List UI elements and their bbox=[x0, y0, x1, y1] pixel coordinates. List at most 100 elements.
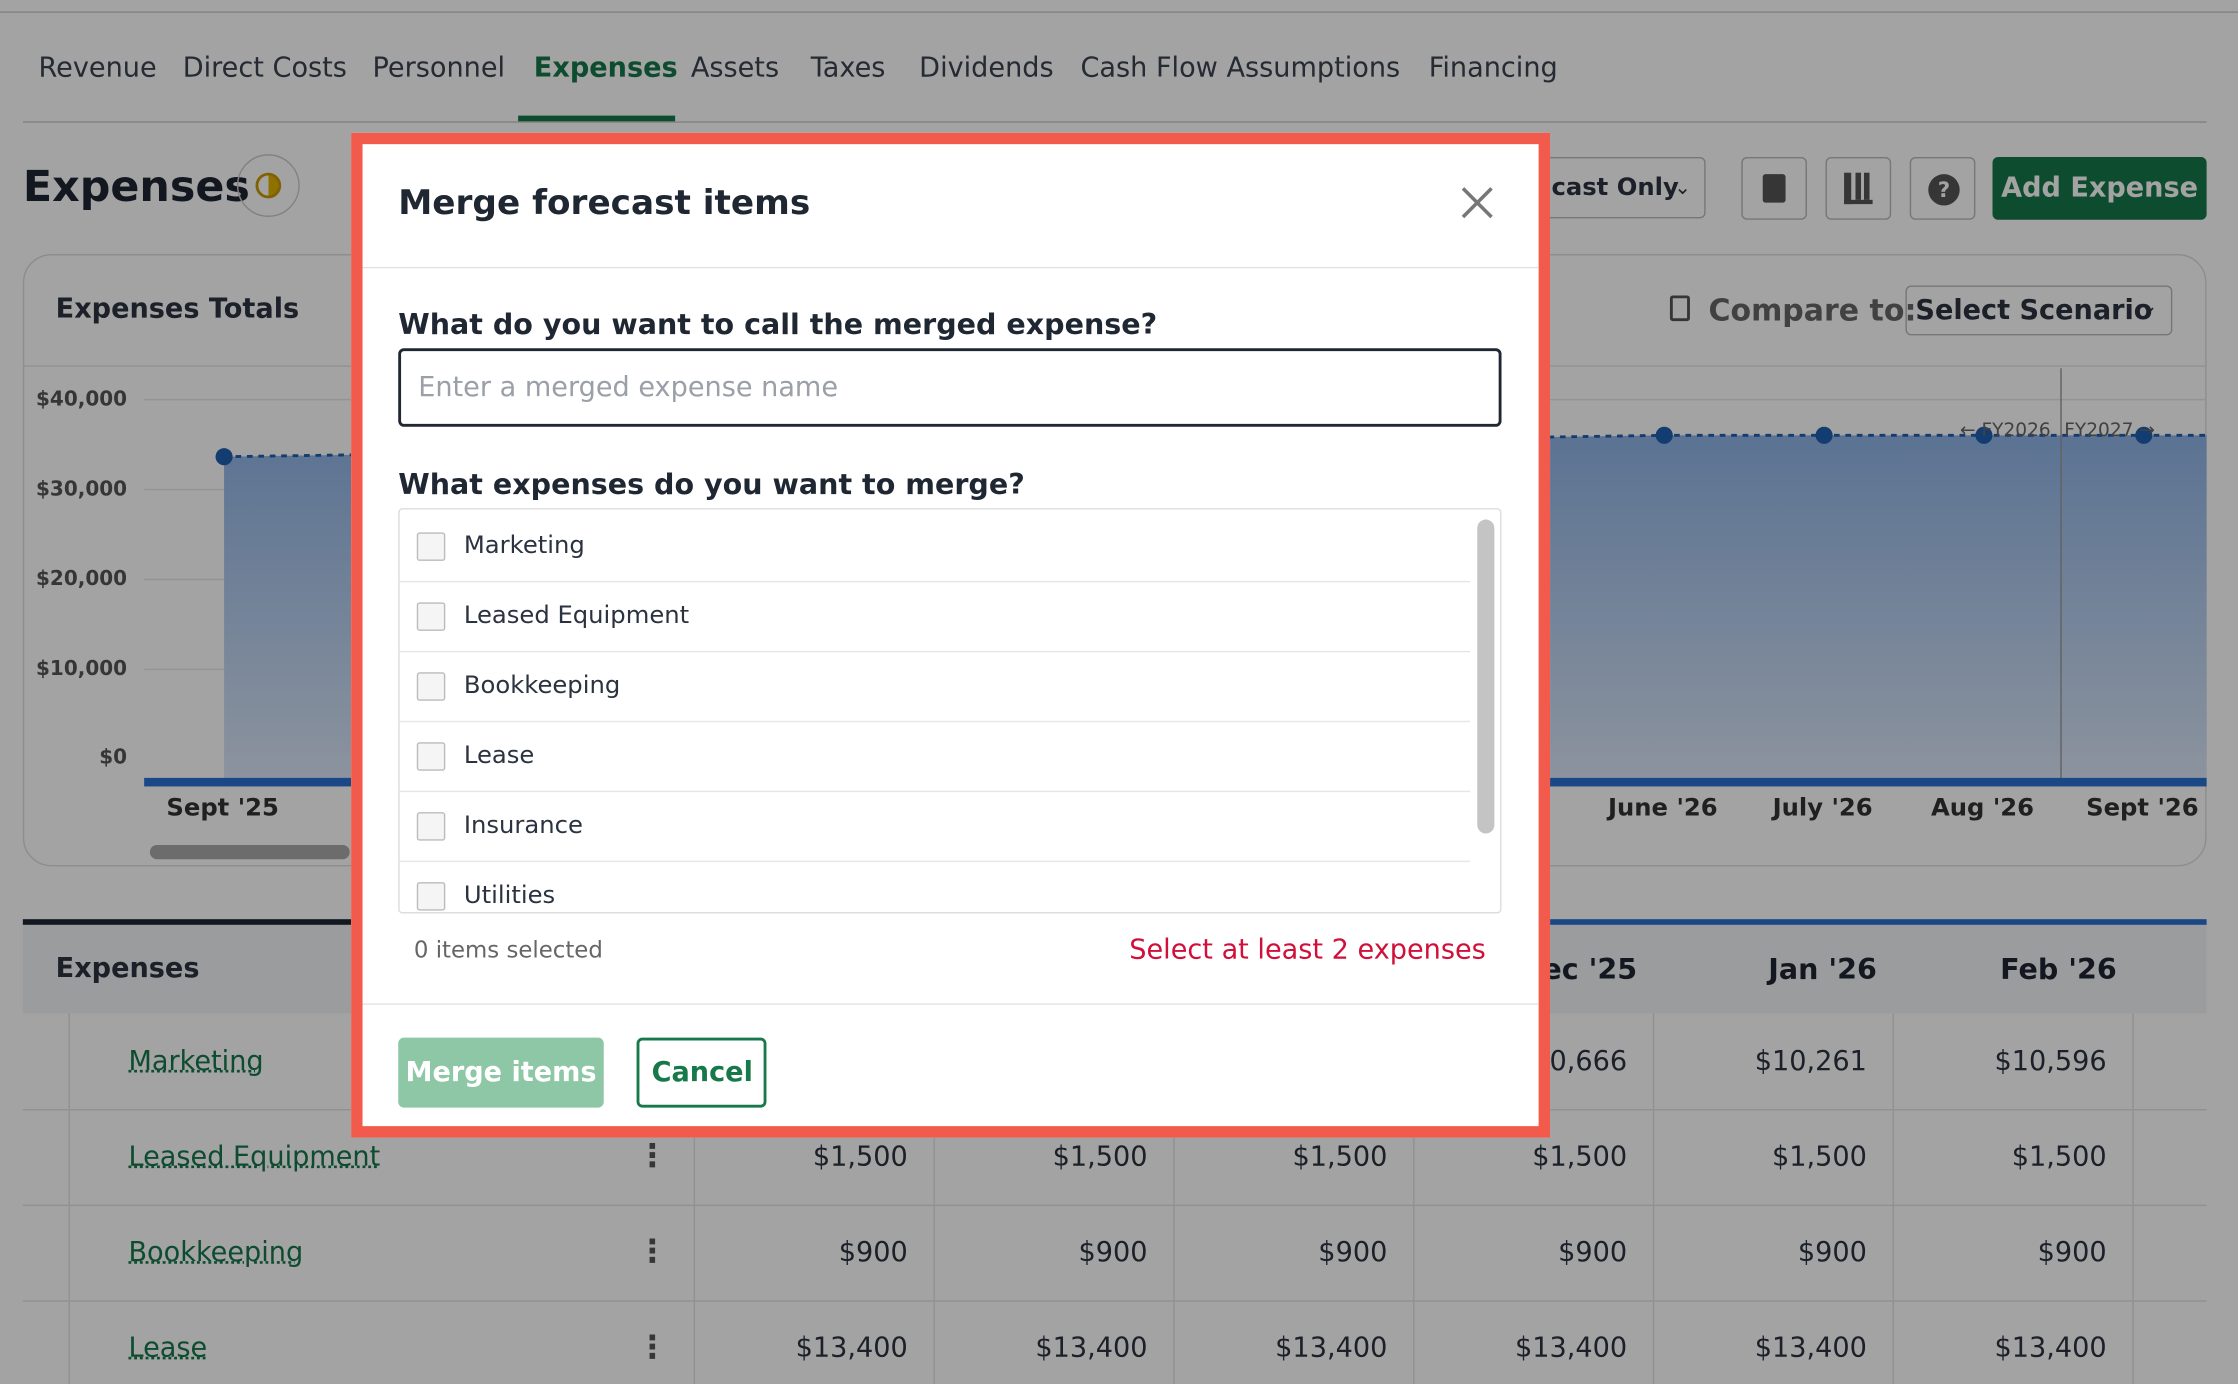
close-icon bbox=[1461, 187, 1493, 219]
button-label: Add Expense bbox=[2001, 171, 2199, 204]
checkbox[interactable] bbox=[416, 882, 446, 911]
expense-link[interactable]: Lease bbox=[128, 1332, 208, 1364]
cell-value: $900 bbox=[838, 1236, 908, 1269]
table-top bbox=[22, 919, 352, 925]
column-divider bbox=[933, 1013, 935, 1384]
row-divider bbox=[22, 1300, 2207, 1302]
merge-button[interactable]: Merge items bbox=[398, 1037, 604, 1108]
item-divider bbox=[399, 720, 1471, 723]
y-tick-label: $30,000 bbox=[36, 478, 128, 501]
cell-value: $10,261 bbox=[1754, 1045, 1867, 1077]
tab[interactable]: Personnel bbox=[372, 52, 506, 84]
name-label: What do you want to call the merged expe… bbox=[398, 306, 1158, 342]
item-label: Insurance bbox=[463, 811, 583, 840]
row-menu[interactable]: ⋮ bbox=[636, 1138, 668, 1175]
point bbox=[1655, 426, 1673, 444]
y-tick-label: $0 bbox=[99, 746, 128, 770]
x-tick-label: June '26 bbox=[1607, 794, 1718, 823]
point bbox=[1975, 426, 1993, 444]
button-label: Merge items bbox=[405, 1056, 597, 1089]
cell-value: $1,500 bbox=[1532, 1141, 1628, 1173]
y-tick-label: $10,000 bbox=[36, 657, 128, 681]
item-label: Bookkeeping bbox=[463, 671, 621, 701]
list-label: What expenses do you want to merge? bbox=[398, 466, 1025, 501]
expense-link[interactable]: Bookkeeping bbox=[128, 1236, 304, 1269]
close-button[interactable] bbox=[1460, 186, 1494, 220]
select-text: cast Only bbox=[1551, 173, 1679, 202]
modal-title: Merge forecast items bbox=[398, 182, 811, 223]
item-divider bbox=[399, 860, 1471, 863]
cell-value: $900 bbox=[1797, 1236, 1867, 1269]
checkbox[interactable] bbox=[416, 602, 446, 631]
y-tick-label: $20,000 bbox=[36, 568, 128, 591]
item-label: Utilities bbox=[463, 881, 556, 910]
cell-value: $900 bbox=[1318, 1236, 1388, 1269]
checkbox[interactable] bbox=[416, 532, 446, 561]
checkbox[interactable] bbox=[416, 672, 446, 701]
select-text: Select Scenario bbox=[1915, 294, 2153, 327]
card-title: Expenses Totals bbox=[55, 293, 300, 325]
checkbox[interactable] bbox=[416, 812, 446, 841]
column-divider bbox=[1652, 1013, 1655, 1384]
point bbox=[1815, 426, 1833, 444]
point bbox=[2135, 426, 2153, 444]
cell-value: $13,400 bbox=[1994, 1332, 2107, 1364]
x-tick-label: Aug '26 bbox=[1930, 794, 2035, 823]
name-input[interactable]: Enter a merged expense name bbox=[398, 348, 1502, 427]
page-title: Expenses bbox=[22, 162, 250, 213]
row-menu[interactable]: ⋮ bbox=[636, 1234, 668, 1271]
icon bbox=[1844, 172, 1873, 205]
checkbox[interactable] bbox=[416, 742, 446, 771]
row-divider bbox=[22, 1204, 2207, 1207]
cell-value: $900 bbox=[1078, 1236, 1148, 1269]
expense-link[interactable]: Marketing bbox=[128, 1045, 264, 1077]
tab[interactable]: Cash Flow Assumptions bbox=[1080, 52, 1401, 84]
divider bbox=[362, 1003, 1539, 1005]
row-menu[interactable]: ⋮ bbox=[636, 1330, 668, 1366]
cell-value: $1,500 bbox=[1052, 1141, 1148, 1173]
chevron: ⌄ bbox=[2140, 295, 2158, 319]
cell-value: $13,400 bbox=[795, 1332, 908, 1364]
column-divider bbox=[1892, 1013, 1895, 1384]
status-icon[interactable] bbox=[236, 154, 300, 217]
add-expense-button[interactable]: Add Expense bbox=[1992, 157, 2207, 220]
expense-link[interactable]: Leased Equipment bbox=[128, 1141, 381, 1173]
export-button[interactable] bbox=[1741, 157, 1807, 220]
point bbox=[215, 448, 233, 466]
column-header: Feb '26 bbox=[2000, 952, 2117, 987]
scenario-select[interactable]: Select Scenario ⌄ bbox=[1905, 285, 2173, 336]
tab[interactable]: Taxes bbox=[810, 52, 886, 84]
x-tick-label: Sept '26 bbox=[2086, 794, 2199, 823]
item-divider bbox=[399, 650, 1471, 653]
cancel-button[interactable]: Cancel bbox=[636, 1037, 767, 1108]
compare-icon bbox=[1669, 295, 1690, 322]
cell-value: $13,400 bbox=[1035, 1332, 1148, 1364]
button-label: Cancel bbox=[651, 1056, 753, 1089]
scrollbar[interactable] bbox=[1477, 519, 1495, 834]
cell-value: $1,500 bbox=[2011, 1141, 2107, 1173]
tab[interactable]: Dividends bbox=[919, 52, 1054, 84]
cell-value: $900 bbox=[1558, 1236, 1628, 1269]
tab[interactable]: Expenses bbox=[533, 52, 678, 84]
selected-count: 0 items selected bbox=[413, 936, 603, 964]
x-tick-label: Sept '25 bbox=[166, 794, 279, 823]
tab[interactable]: Financing bbox=[1428, 52, 1558, 84]
row-gutter bbox=[68, 1013, 70, 1384]
tab[interactable]: Assets bbox=[690, 52, 780, 84]
tab-divider bbox=[22, 121, 2207, 123]
item-divider bbox=[399, 580, 1471, 583]
tab-underline bbox=[518, 115, 676, 122]
tab[interactable]: Direct Costs bbox=[182, 52, 347, 84]
column-header: Jan '26 bbox=[1768, 952, 1877, 987]
cell-value: $1,500 bbox=[1772, 1141, 1867, 1173]
help-button[interactable]: ? bbox=[1909, 157, 1976, 220]
chart-button[interactable] bbox=[1825, 157, 1892, 220]
icon bbox=[255, 172, 282, 199]
divider bbox=[362, 266, 1539, 269]
item-label: Leased Equipment bbox=[463, 601, 690, 631]
icon bbox=[1762, 174, 1786, 203]
fy-label: ← FY2026 bbox=[1960, 420, 2051, 442]
icon: ? bbox=[1928, 174, 1960, 206]
tab[interactable]: Revenue bbox=[38, 52, 157, 84]
